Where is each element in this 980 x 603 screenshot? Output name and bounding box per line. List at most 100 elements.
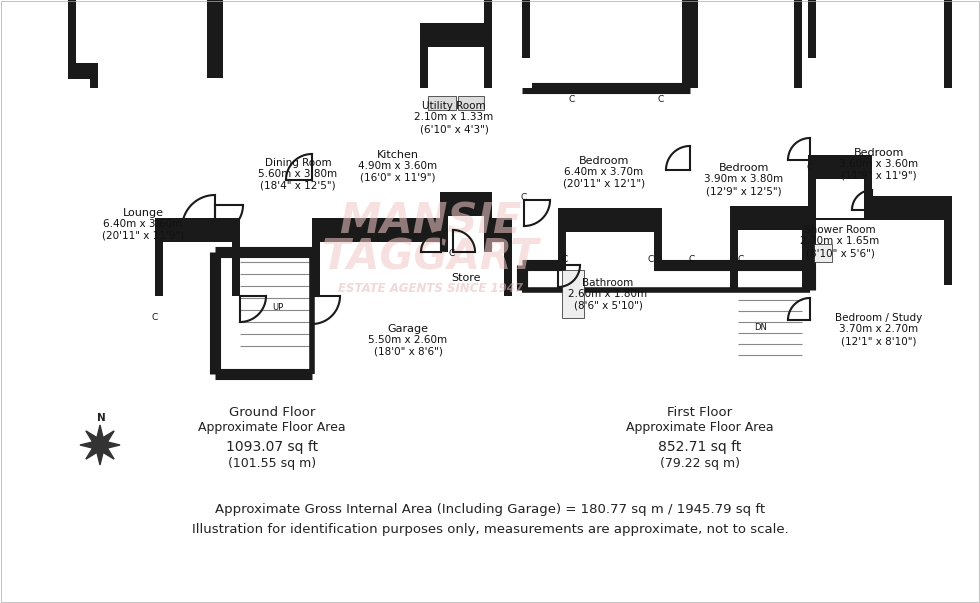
Bar (428, 47, 484, 96)
Bar (304, 78, 320, 88)
Bar (816, 220, 944, 293)
Text: 6.40m x 3.60m: 6.40m x 3.60m (104, 219, 182, 229)
Text: (12'9" x 12'5"): (12'9" x 12'5") (707, 186, 782, 196)
Bar (155, 218, 240, 296)
Bar (522, 0, 690, 88)
Bar (448, 216, 484, 260)
Text: 3.70m x 2.70m: 3.70m x 2.70m (840, 324, 918, 334)
Text: DN: DN (755, 323, 767, 332)
Text: MANSIE: MANSIE (339, 201, 521, 243)
Text: (8'10" x 5'6"): (8'10" x 5'6") (806, 248, 874, 258)
Text: 2.10m x 1.33m: 2.10m x 1.33m (415, 112, 494, 122)
Text: 2.70m x 1.65m: 2.70m x 1.65m (801, 236, 880, 246)
Bar (562, 270, 584, 318)
Text: (18'0" x 8'6"): (18'0" x 8'6") (373, 347, 442, 357)
Text: Dining Room: Dining Room (265, 158, 331, 168)
Text: (6'10" x 4'3"): (6'10" x 4'3") (419, 124, 488, 134)
Bar (312, 0, 492, 88)
Text: (79.22 sq m): (79.22 sq m) (660, 458, 740, 470)
Bar (420, 23, 492, 88)
Bar (730, 206, 810, 290)
Bar (522, 58, 532, 88)
Text: Lounge: Lounge (122, 208, 164, 218)
Bar (808, 196, 952, 285)
Text: 3.60m x 3.60m: 3.60m x 3.60m (840, 159, 918, 169)
Bar (440, 192, 492, 252)
Text: Bedroom: Bedroom (718, 163, 769, 173)
Bar (163, 242, 232, 304)
Text: Shower Room: Shower Room (805, 225, 876, 235)
Text: 2.60m x 1.80m: 2.60m x 1.80m (568, 289, 648, 299)
Text: Utility Room: Utility Room (422, 101, 486, 111)
Text: C: C (648, 256, 654, 265)
Bar (558, 208, 662, 265)
Text: 6.40m x 3.70m: 6.40m x 3.70m (564, 167, 644, 177)
Text: (11'9" x 11'9"): (11'9" x 11'9") (841, 171, 917, 181)
Bar (816, 0, 944, 96)
Text: (12'1" x 8'10"): (12'1" x 8'10") (841, 336, 916, 346)
Bar (320, 242, 504, 304)
Bar (320, 0, 484, 96)
Bar (68, 63, 98, 88)
Text: Garage: Garage (387, 324, 428, 334)
Text: TAGGART: TAGGART (321, 237, 538, 279)
Bar (207, 78, 223, 88)
Text: (8'6" x 5'10"): (8'6" x 5'10") (573, 301, 643, 311)
Text: Bathroom: Bathroom (582, 278, 634, 288)
Bar (68, 246, 78, 296)
Text: Store: Store (451, 273, 481, 283)
Text: Approximate Floor Area: Approximate Floor Area (198, 421, 346, 435)
Text: UP: UP (272, 303, 283, 312)
Text: Bedroom: Bedroom (579, 156, 629, 166)
Text: C: C (449, 248, 455, 257)
Text: (18'4" x 12'5"): (18'4" x 12'5") (260, 181, 336, 191)
Text: C: C (562, 256, 568, 265)
Bar (808, 58, 818, 88)
Text: Ground Floor: Ground Floor (228, 405, 316, 418)
Text: Illustration for identification purposes only, measurements are approximate, not: Illustration for identification purposes… (192, 523, 788, 537)
Bar (312, 218, 512, 296)
Text: Approximate Floor Area: Approximate Floor Area (626, 421, 774, 435)
Text: Bedroom: Bedroom (854, 148, 905, 158)
Bar (76, 0, 207, 96)
Text: 5.60m x 3.80m: 5.60m x 3.80m (259, 169, 337, 179)
Bar (566, 232, 654, 273)
Bar (215, 0, 393, 88)
Text: C: C (807, 163, 813, 172)
Bar (530, 0, 682, 96)
Bar (698, 0, 794, 96)
Bar (814, 244, 832, 262)
Text: Bedroom / Study: Bedroom / Study (835, 313, 922, 323)
Text: 4.90m x 3.60m: 4.90m x 3.60m (359, 161, 437, 171)
Text: First Floor: First Floor (667, 405, 733, 418)
Text: C: C (152, 314, 158, 323)
Text: (16'0" x 11'9"): (16'0" x 11'9") (361, 173, 436, 183)
Bar (808, 155, 872, 210)
Bar (690, 0, 802, 88)
Polygon shape (80, 425, 120, 465)
Bar (207, 125, 223, 180)
Text: (20'11" x 12'1"): (20'11" x 12'1") (563, 179, 645, 189)
Text: Approximate Gross Internal Area (Including Garage) = 180.77 sq m / 1945.79 sq ft: Approximate Gross Internal Area (Includi… (215, 504, 765, 517)
Text: 3.90m x 3.80m: 3.90m x 3.80m (705, 174, 784, 184)
Bar (68, 150, 78, 195)
Text: C: C (738, 256, 744, 265)
Bar (420, 135, 484, 145)
Text: (101.55 sq m): (101.55 sq m) (228, 458, 317, 470)
Text: 5.50m x 2.60m: 5.50m x 2.60m (368, 335, 448, 345)
Text: 1093.07 sq ft: 1093.07 sq ft (226, 440, 318, 454)
Bar (816, 179, 864, 218)
Bar (68, 79, 90, 96)
Bar (223, 0, 385, 96)
Text: C: C (689, 256, 695, 265)
Text: Kitchen: Kitchen (377, 150, 419, 160)
Bar (738, 230, 802, 298)
Bar (428, 96, 456, 110)
Text: C: C (521, 192, 527, 201)
Text: 852.71 sq ft: 852.71 sq ft (659, 440, 742, 454)
Text: ESTATE AGENTS SINCE 1947: ESTATE AGENTS SINCE 1947 (337, 282, 522, 294)
Bar (808, 0, 952, 88)
Bar (68, 0, 215, 88)
Bar (458, 96, 484, 110)
Text: C: C (658, 95, 664, 104)
